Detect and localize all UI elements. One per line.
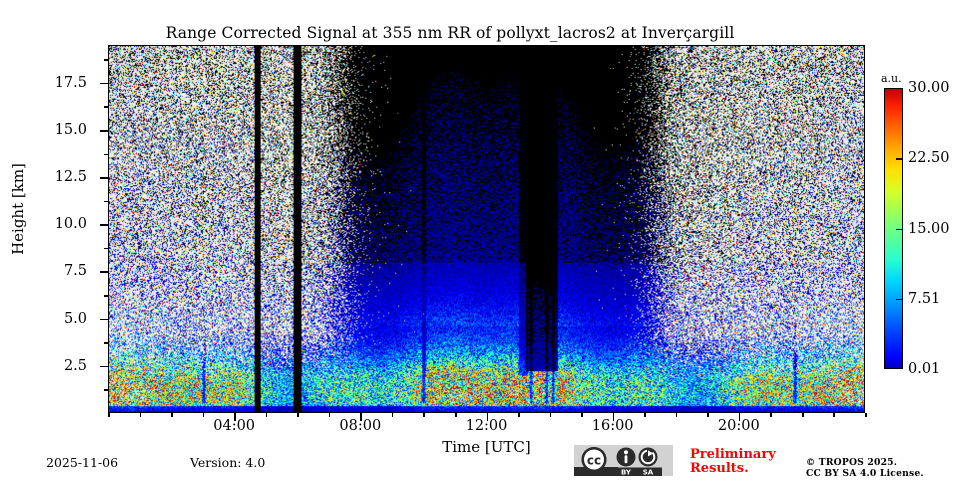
y-tick-label: 2.5: [63, 357, 87, 374]
x-minor-tick-mark: [328, 413, 331, 417]
y-tick-mark: [100, 82, 108, 85]
y-tick-mark: [100, 271, 108, 274]
y-tick-label: 15.0: [54, 121, 87, 138]
y-minor-tick-mark: [104, 153, 108, 156]
x-minor-tick-mark: [454, 413, 457, 417]
x-minor-tick-mark: [202, 413, 205, 417]
footer-version: Version: 4.0: [190, 455, 266, 470]
colorbar-tick-mark: [896, 228, 903, 230]
y-minor-tick-mark: [104, 200, 108, 203]
x-minor-tick-mark: [265, 413, 268, 417]
x-tick-mark: [612, 413, 615, 421]
x-tick-mark: [360, 413, 362, 421]
x-axis-label: Time [UTC]: [442, 438, 531, 456]
x-minor-tick-mark: [171, 413, 173, 417]
y-minor-tick-mark: [104, 295, 108, 297]
x-minor-tick-mark: [139, 413, 142, 417]
x-minor-tick-mark: [518, 413, 520, 417]
x-tick-mark: [486, 413, 489, 421]
svg-text:BY: BY: [621, 468, 632, 476]
creative-commons-badge-icon: cc BY SA cc: [574, 445, 673, 476]
svg-text:cc: cc: [587, 454, 601, 468]
x-minor-tick-mark: [581, 413, 583, 417]
x-minor-tick-mark: [644, 413, 646, 417]
x-minor-tick-mark: [833, 413, 836, 417]
x-tick-mark: [234, 413, 236, 421]
x-minor-tick-mark: [801, 413, 804, 417]
y-minor-tick-mark: [104, 389, 108, 391]
x-minor-tick-mark: [549, 413, 552, 417]
page-title: Range Corrected Signal at 355 nm RR of p…: [165, 24, 735, 42]
y-tick-label: 5.0: [63, 310, 87, 327]
y-axis-label: Height [km]: [9, 163, 27, 255]
x-minor-tick-mark: [707, 413, 709, 417]
x-minor-tick-mark: [391, 413, 394, 417]
svg-text:SA: SA: [643, 468, 654, 476]
x-tick-label: 12:00: [465, 418, 508, 434]
y-tick-mark: [100, 318, 108, 321]
y-tick-mark: [100, 129, 108, 132]
preliminary-line-1: Preliminary: [690, 447, 776, 462]
x-tick-label: 04:00: [213, 418, 256, 434]
x-minor-tick-mark: [297, 413, 299, 417]
colorbar-tick-mark: [896, 158, 903, 160]
footer-date: 2025-11-06: [46, 455, 119, 470]
x-minor-tick-mark: [770, 413, 772, 417]
y-minor-tick-mark: [104, 106, 108, 108]
x-minor-tick-mark: [865, 413, 867, 417]
x-tick-mark: [738, 413, 741, 421]
x-minor-tick-mark: [108, 413, 110, 417]
x-tick-label: 20:00: [717, 418, 760, 434]
copyright-line-1: © TROPOS 2025.: [806, 457, 898, 468]
copyright-note: © TROPOS 2025. CC BY SA 4.0 License.: [806, 457, 956, 479]
colorbar-unit-label: a.u.: [881, 72, 902, 85]
y-tick-label: 7.5: [63, 263, 87, 280]
colorbar-tick-mark: [896, 298, 903, 301]
x-tick-label: 08:00: [339, 418, 382, 434]
y-minor-tick-mark: [104, 59, 108, 61]
colorbar-tick-label: 7.51: [908, 290, 941, 307]
colorbar-tick-label: 15.00: [908, 220, 950, 237]
x-tick-label: 16:00: [591, 418, 634, 434]
y-tick-label: 17.5: [54, 74, 87, 91]
preliminary-results-note: Preliminary Results.: [690, 448, 810, 476]
preliminary-line-2: Results.: [690, 461, 749, 476]
colorbar-tick-label: 30.00: [908, 80, 950, 96]
y-minor-tick-mark: [104, 247, 108, 250]
colorbar-tick-label: 0.01: [908, 361, 941, 377]
y-tick-mark: [100, 177, 108, 179]
y-tick-mark: [100, 224, 108, 226]
heatmap-canvas: [109, 46, 864, 412]
lidar-heatmap-plot: [108, 45, 865, 413]
x-minor-tick-mark: [423, 413, 425, 417]
copyright-line-2: CC BY SA 4.0 License.: [806, 468, 924, 479]
x-minor-tick-mark: [675, 413, 678, 417]
y-tick-mark: [100, 365, 108, 368]
y-tick-label: 10.0: [54, 216, 87, 233]
y-tick-label: 12.5: [54, 169, 87, 186]
colorbar-tick-label: 22.50: [908, 150, 950, 167]
cc-by-sa-icon: cc BY SA cc: [574, 445, 673, 476]
y-minor-tick-mark: [104, 342, 108, 344]
